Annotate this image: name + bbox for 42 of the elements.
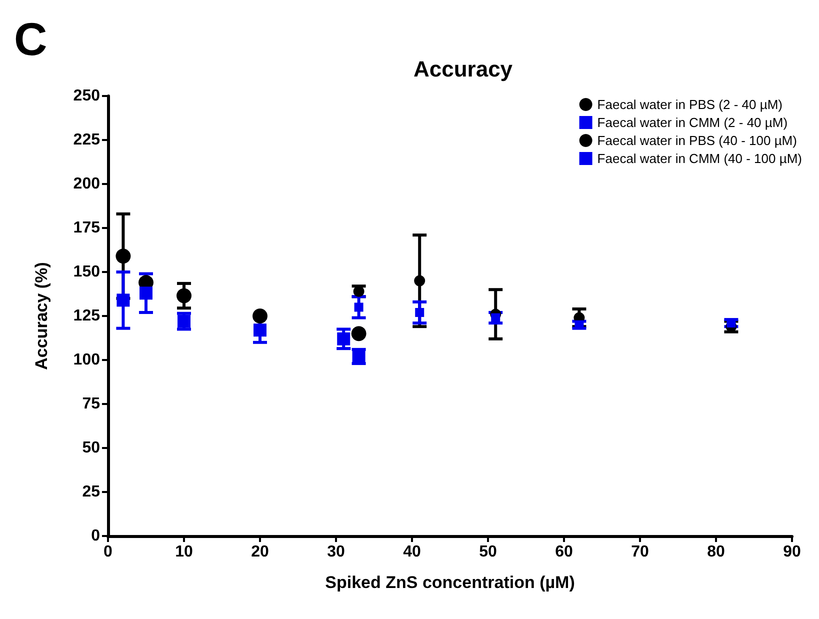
- chart-title: Accuracy: [413, 56, 514, 82]
- y-tick-label: 200: [73, 176, 100, 192]
- point: [491, 313, 500, 322]
- point: [337, 332, 350, 346]
- point: [414, 275, 426, 286]
- y-tick-label: 225: [73, 132, 100, 148]
- point: [351, 326, 366, 342]
- point: [116, 294, 130, 307]
- y-tick-label: 150: [73, 264, 100, 280]
- y-axis-title: Accuracy (%): [32, 262, 51, 370]
- x-axis-title: Spiked ZnS concentration (µM): [325, 573, 575, 592]
- point: [354, 302, 364, 312]
- y-tick-label: 100: [73, 352, 100, 368]
- x-tick-label: 30: [327, 544, 345, 560]
- x-tick-label: 90: [783, 544, 801, 560]
- x-tick-label: 0: [104, 544, 113, 560]
- legend-label: Faecal water in PBS (2 - 40 µM): [597, 97, 783, 112]
- x-tick-label: 10: [175, 544, 193, 560]
- y-tick-label: 250: [73, 88, 100, 104]
- x-tick-label: 60: [555, 544, 573, 560]
- y-tick-label: 0: [91, 528, 100, 544]
- legend-label: Faecal water in PBS (40 - 100 µM): [597, 133, 797, 148]
- y-tick-label: 175: [73, 220, 100, 236]
- legend-label: Faecal water in CMM (40 - 100 µM): [597, 151, 802, 166]
- y-tick-label: 75: [82, 396, 100, 412]
- point: [140, 286, 152, 300]
- text: C: [14, 13, 48, 65]
- legend-label: Faecal water in CMM (2 - 40 µM): [597, 115, 788, 130]
- y-tick-label: 50: [82, 440, 100, 456]
- point: [178, 314, 190, 328]
- x-tick-label: 40: [403, 544, 421, 560]
- x-tick-label: 80: [707, 544, 725, 560]
- y-tick-label: 125: [73, 308, 100, 324]
- x-tick-label: 20: [251, 544, 269, 560]
- point: [116, 248, 131, 264]
- point: [252, 308, 268, 324]
- y-tick-label: 25: [82, 484, 100, 500]
- x-tick-label: 70: [631, 544, 649, 560]
- point: [415, 308, 424, 317]
- point: [176, 288, 192, 304]
- x-tick-label: 50: [479, 544, 497, 560]
- point: [254, 324, 266, 337]
